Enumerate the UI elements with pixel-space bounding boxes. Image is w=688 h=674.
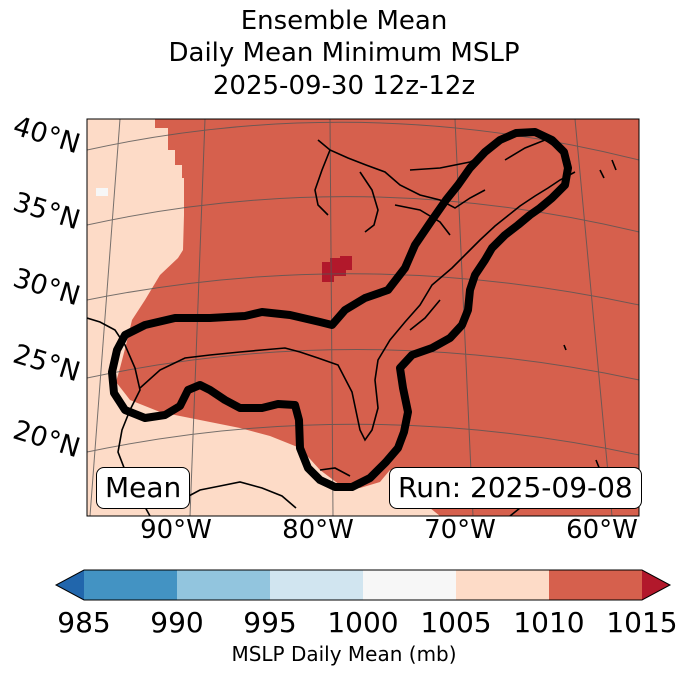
lon-label-80w: 80°W xyxy=(282,515,354,545)
colorbar-outline xyxy=(54,569,672,601)
high-pressure-patch xyxy=(322,256,352,282)
colorbar-segment xyxy=(270,570,364,600)
lon-label-70w: 70°W xyxy=(424,515,496,545)
colorbar-tick-5: 1010 xyxy=(513,606,585,639)
title-line-3: 2025-09-30 12z-12z xyxy=(212,71,476,101)
colorbar-segment xyxy=(456,570,550,600)
run-box: Run: 2025-09-08 xyxy=(389,467,642,509)
colorbar-label: MSLP Daily Mean (mb) xyxy=(231,642,457,666)
land-patch xyxy=(110,452,118,460)
map-field xyxy=(87,119,639,516)
land-field-west xyxy=(87,119,440,516)
colorbar-segment xyxy=(177,570,271,600)
colorbar-tick-6: 1015 xyxy=(606,606,678,639)
colorbar-segment xyxy=(84,570,178,600)
colorbar-segment xyxy=(363,570,457,600)
ensemble-region-outline xyxy=(108,128,572,491)
white-patch xyxy=(96,188,108,196)
colorbar-tick-3: 1000 xyxy=(327,606,399,639)
title-line-1: Ensemble Mean xyxy=(240,6,448,36)
colorbar-extend-high xyxy=(642,570,670,600)
colorbar-extend-low xyxy=(56,570,84,600)
lon-label-90w: 90°W xyxy=(140,515,212,545)
colorbar-tick-0: 985 xyxy=(57,606,111,639)
title-line-2: Daily Mean Minimum MSLP xyxy=(168,38,520,68)
colorbar-segments xyxy=(54,569,672,601)
colorbar-tick-1: 990 xyxy=(150,606,204,639)
colorbar-segment xyxy=(549,570,643,600)
colorbar-tick-2: 995 xyxy=(243,606,297,639)
mean-box: Mean xyxy=(96,467,191,509)
map-frame xyxy=(86,118,640,517)
lon-label-60w: 60°W xyxy=(566,515,638,545)
colorbar-tick-4: 1005 xyxy=(420,606,492,639)
